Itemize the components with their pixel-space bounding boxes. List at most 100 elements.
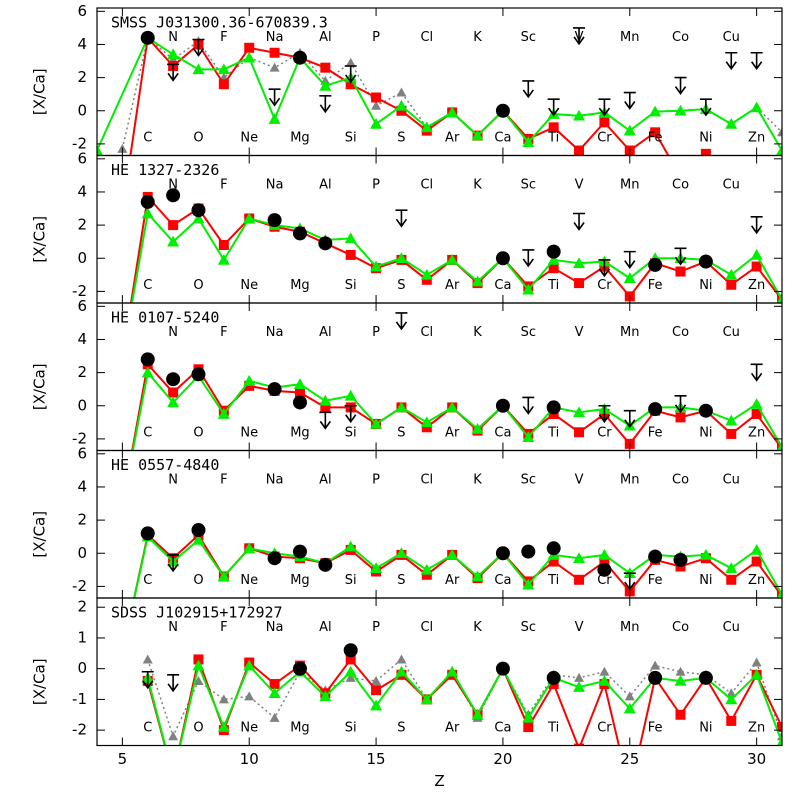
x-tick-label: 25 bbox=[620, 750, 639, 768]
marker bbox=[396, 654, 407, 664]
y-tick-label: 6 bbox=[77, 2, 87, 20]
marker bbox=[191, 203, 206, 218]
y-axis-label: [X/Ca] bbox=[31, 363, 49, 410]
element-label: F bbox=[220, 178, 227, 193]
element-label: Ni bbox=[699, 278, 712, 293]
marker bbox=[167, 235, 180, 247]
marker bbox=[471, 570, 484, 582]
marker bbox=[675, 709, 686, 720]
element-label: Mg bbox=[290, 425, 309, 440]
marker bbox=[546, 541, 561, 556]
element-label: P bbox=[372, 620, 380, 635]
marker bbox=[244, 42, 255, 53]
marker bbox=[675, 412, 686, 423]
element-label: Ar bbox=[445, 130, 460, 145]
marker bbox=[471, 708, 484, 720]
marker bbox=[750, 668, 763, 680]
marker bbox=[648, 670, 663, 685]
marker bbox=[370, 260, 383, 272]
element-label: Mg bbox=[290, 130, 309, 145]
y-tick-label: 2 bbox=[77, 68, 87, 86]
element-label: Co bbox=[672, 620, 689, 635]
marker bbox=[522, 578, 535, 590]
panel: -2 0 2 4 6 C N O F Ne Na Mg Al Si P S Cl Ar K Ca Sc Ti V Cr Mn Fe… bbox=[31, 149, 783, 304]
marker bbox=[599, 117, 610, 128]
element-label: Cu bbox=[723, 620, 740, 635]
marker bbox=[597, 562, 612, 577]
y-tick-label: 4 bbox=[77, 477, 87, 495]
marker bbox=[574, 672, 585, 682]
marker bbox=[446, 548, 459, 560]
marker bbox=[292, 661, 307, 676]
element-label: Sc bbox=[521, 620, 536, 635]
marker bbox=[698, 670, 713, 685]
marker bbox=[522, 136, 535, 148]
marker bbox=[343, 643, 358, 658]
y-tick-label: 4 bbox=[77, 330, 87, 348]
upper-limit bbox=[522, 396, 535, 415]
upper-limit bbox=[750, 51, 763, 71]
marker bbox=[495, 661, 510, 676]
element-label: Co bbox=[672, 473, 689, 488]
element-label: Cl bbox=[420, 325, 433, 340]
marker bbox=[141, 207, 154, 219]
marker bbox=[523, 722, 534, 733]
y-tick-label: 6 bbox=[77, 297, 87, 315]
marker bbox=[446, 253, 459, 265]
element-label: Sc bbox=[521, 30, 536, 45]
marker bbox=[192, 212, 205, 224]
marker bbox=[751, 409, 762, 420]
marker bbox=[726, 688, 737, 698]
x-tick-label: 10 bbox=[240, 750, 259, 768]
element-label: Ne bbox=[240, 278, 258, 293]
element-label: Mn bbox=[620, 620, 639, 635]
marker bbox=[548, 263, 559, 274]
element-label: Fe bbox=[648, 425, 663, 440]
element-label: Fe bbox=[648, 720, 663, 735]
marker bbox=[166, 188, 181, 203]
element-label: O bbox=[193, 573, 203, 588]
upper-limit bbox=[522, 249, 535, 268]
y-tick-label: 0 bbox=[77, 396, 87, 414]
element-label: V bbox=[575, 620, 584, 635]
marker bbox=[371, 92, 382, 103]
element-label: V bbox=[575, 30, 584, 45]
marker bbox=[726, 715, 737, 726]
marker bbox=[320, 402, 331, 413]
marker bbox=[140, 352, 155, 367]
element-label: P bbox=[372, 30, 380, 45]
element-label: Ti bbox=[547, 130, 559, 145]
element-label: Ca bbox=[494, 278, 511, 293]
marker bbox=[726, 279, 737, 290]
marker bbox=[267, 213, 282, 228]
marker bbox=[546, 670, 561, 685]
marker bbox=[167, 396, 180, 408]
marker bbox=[420, 693, 433, 705]
element-label: S bbox=[397, 720, 405, 735]
marker bbox=[698, 403, 713, 418]
element-label: Ti bbox=[547, 425, 559, 440]
marker bbox=[700, 148, 711, 156]
series-line bbox=[129, 35, 707, 156]
marker bbox=[573, 681, 586, 692]
marker bbox=[421, 569, 432, 580]
marker bbox=[269, 712, 280, 722]
marker bbox=[117, 205, 127, 215]
marker bbox=[268, 113, 281, 124]
upper-limit bbox=[344, 65, 357, 84]
marker bbox=[751, 657, 762, 667]
element-label: Cl bbox=[420, 473, 433, 488]
upper-limit bbox=[623, 409, 636, 429]
y-tick-label: -2 bbox=[72, 429, 87, 447]
element-label: N bbox=[168, 178, 178, 193]
element-label: Ne bbox=[240, 720, 258, 735]
y-tick-label: 6 bbox=[77, 444, 87, 462]
element-label: Na bbox=[266, 178, 284, 193]
element-label: O bbox=[193, 278, 203, 293]
marker bbox=[166, 372, 181, 387]
marker bbox=[446, 401, 459, 413]
marker bbox=[268, 687, 281, 699]
marker bbox=[725, 693, 738, 705]
marker bbox=[243, 542, 256, 554]
